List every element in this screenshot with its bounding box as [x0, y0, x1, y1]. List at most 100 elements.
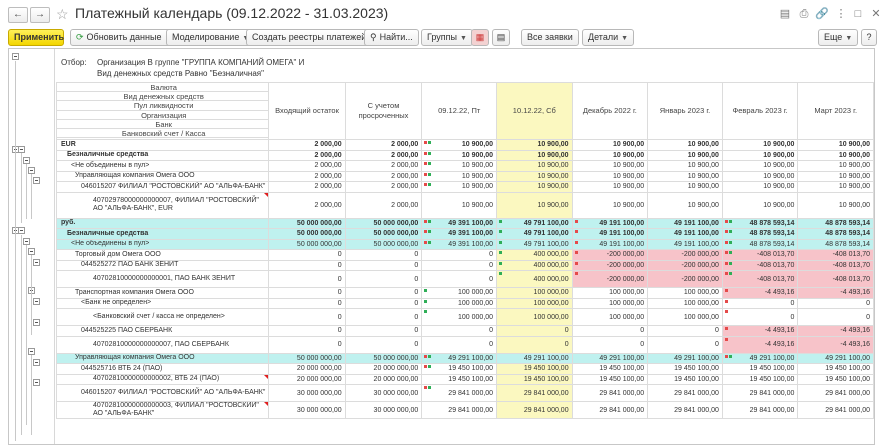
table-cell[interactable]: 0	[344, 270, 423, 288]
table-cell[interactable]: 50 000 000,00	[268, 238, 346, 250]
table-cell[interactable]: 10 900,00	[421, 139, 498, 151]
table-row[interactable]: 40702810000000000001, ПАО БАНК ЗЕНИТ 0 0 0 4…	[55, 270, 874, 288]
row-label[interactable]: 40702810000000000001, ПАО БАНК ЗЕНИТ	[55, 270, 270, 288]
table-row[interactable]: <Не объединены в пул> 50 000 000,00 50 000…	[55, 238, 874, 250]
table-cell[interactable]: 29 841 000,00	[721, 384, 799, 402]
table-cell[interactable]: 10 900,00	[421, 149, 498, 161]
table-cell[interactable]: 10 900,00	[421, 191, 498, 219]
table-row[interactable]: 044525225 ПАО СБЕРБАНК 0 0 0 0 0 0 -4 493,16 -4 …	[55, 325, 874, 337]
row-label[interactable]: <Банковский счет / касса не определен>	[55, 308, 270, 326]
table-cell[interactable]: 2 000,00	[344, 191, 423, 219]
table-cell[interactable]: 0	[421, 259, 498, 271]
save-icon[interactable]: ▤	[779, 8, 791, 20]
row-label[interactable]: Управляющая компания Омега ООО	[55, 170, 270, 182]
table-cell[interactable]: 19 450 100,00	[797, 363, 874, 375]
table-cell[interactable]: 29 841 000,00	[647, 384, 723, 402]
table-cell[interactable]: 50 000 000,00	[344, 352, 423, 364]
table-cell[interactable]: 10 900,00	[571, 191, 649, 219]
table-cell[interactable]: 50 000 000,00	[268, 228, 346, 240]
table-row[interactable]: 40702810000000000002, ВТБ 24 (ПАО) 20 000…	[55, 373, 874, 385]
row-label[interactable]: 046015207 ФИЛИАЛ "РОСТОВСКИЙ" АО "АЛЬФА-…	[55, 384, 270, 402]
table-cell[interactable]: 0	[496, 335, 573, 354]
table-cell[interactable]: 10 900,00	[647, 139, 723, 151]
row-label[interactable]: <Банк не определен>	[55, 297, 270, 309]
table-cell[interactable]: -200 000,00	[571, 249, 649, 261]
table-cell[interactable]: 400 000,00	[496, 259, 573, 271]
collapse-toggle[interactable]	[33, 259, 40, 266]
table-cell[interactable]: 0	[268, 259, 346, 271]
table-cell[interactable]: 100 000,00	[647, 287, 723, 299]
table-cell[interactable]: -200 000,00	[647, 270, 723, 288]
table-cell[interactable]: -408 013,70	[797, 270, 874, 288]
table-row[interactable]: руб. 50 000 000,00 50 000 000,00 49 391 100…	[55, 217, 874, 229]
table-cell[interactable]: 2 000,00	[268, 149, 346, 161]
table-row[interactable]: 40702810000000000003, ФИЛИАЛ "РОСТОВСКИЙ…	[55, 401, 874, 419]
table-cell[interactable]: 2 000,00	[268, 160, 346, 172]
table-row[interactable]: Управляющая компания Омега ООО 2 000,00 2 …	[55, 170, 874, 182]
table-cell[interactable]: -4 493,16	[721, 287, 799, 299]
refresh-button[interactable]: ⟳Обновить данные▼	[70, 29, 178, 46]
row-label[interactable]: 044525716 ВТБ 24 (ПАО)	[55, 363, 270, 375]
table-cell[interactable]: 10 900,00	[496, 181, 573, 193]
table-cell[interactable]: 49 191 100,00	[647, 238, 723, 250]
table-cell[interactable]: 20 000 000,00	[268, 363, 346, 375]
table-cell[interactable]: 50 000 000,00	[268, 217, 346, 229]
table-cell[interactable]: 0	[344, 308, 423, 326]
table-cell[interactable]: -200 000,00	[571, 259, 649, 271]
table-cell[interactable]: -408 013,70	[721, 249, 799, 261]
table-cell[interactable]: 19 450 100,00	[421, 373, 498, 385]
table-cell[interactable]: 2 000,00	[268, 170, 346, 182]
table-cell[interactable]: 19 450 100,00	[571, 363, 649, 375]
table-cell[interactable]: 0	[268, 335, 346, 354]
row-label[interactable]: EUR	[55, 139, 270, 151]
table-cell[interactable]: 30 000 000,00	[344, 384, 423, 402]
table-cell[interactable]: 19 450 100,00	[721, 363, 799, 375]
table-cell[interactable]: 400 000,00	[496, 249, 573, 261]
table-cell[interactable]: 49 291 100,00	[496, 352, 573, 364]
table-cell[interactable]: 10 900,00	[496, 170, 573, 182]
table-cell[interactable]: 10 900,00	[721, 170, 799, 182]
table-cell[interactable]: 19 450 100,00	[571, 373, 649, 385]
table-cell[interactable]: 48 878 593,14	[797, 238, 874, 250]
table-cell[interactable]: 10 900,00	[797, 139, 874, 151]
table-row[interactable]: Управляющая компания Омега ООО 50 000 000…	[55, 352, 874, 364]
collapse-toggle[interactable]	[23, 157, 30, 164]
collapse-toggle[interactable]	[33, 379, 40, 386]
table-cell[interactable]: 49 291 100,00	[797, 352, 874, 364]
table-cell[interactable]: 19 450 100,00	[496, 363, 573, 375]
table-cell[interactable]: 29 841 000,00	[421, 384, 498, 402]
row-label[interactable]: 046015207 ФИЛИАЛ "РОСТОВСКИЙ" АО "АЛЬФА-…	[55, 181, 270, 193]
table-cell[interactable]: 48 878 593,14	[721, 217, 799, 229]
table-cell[interactable]: 10 900,00	[421, 181, 498, 193]
table-cell[interactable]: 10 900,00	[797, 191, 874, 219]
table-cell[interactable]: 49 791 100,00	[496, 217, 573, 229]
table-cell[interactable]: 10 900,00	[571, 149, 649, 161]
print-icon[interactable]: ⎙	[799, 8, 809, 20]
table-cell[interactable]: 10 900,00	[421, 160, 498, 172]
table-cell[interactable]: 10 900,00	[647, 191, 723, 219]
more-button[interactable]: Еще ▼	[818, 29, 859, 46]
table-cell[interactable]: 100 000,00	[571, 287, 649, 299]
table-cell[interactable]: 0	[268, 287, 346, 299]
table-cell[interactable]: 49 791 100,00	[496, 228, 573, 240]
table-cell[interactable]: 20 000 000,00	[344, 363, 423, 375]
table-row[interactable]: <Не объединены в пул> 2 000,00 2 000,00 10 …	[55, 160, 874, 172]
row-label[interactable]: 40702810000000000003, ФИЛИАЛ "РОСТОВСКИЙ…	[55, 401, 270, 419]
table-cell[interactable]: 10 900,00	[647, 160, 723, 172]
table-cell[interactable]: 10 900,00	[647, 181, 723, 193]
table-cell[interactable]: -200 000,00	[571, 270, 649, 288]
table-cell[interactable]: 0	[421, 270, 498, 288]
table-cell[interactable]: 2 000,00	[344, 160, 423, 172]
back-button[interactable]: ←	[8, 7, 28, 23]
table-cell[interactable]: 30 000 000,00	[344, 401, 423, 419]
table-cell[interactable]: 0	[344, 287, 423, 299]
row-label[interactable]: <Не объединены в пул>	[55, 238, 270, 250]
table-cell[interactable]: 2 000,00	[344, 139, 423, 151]
col-header[interactable]: Декабрь 2022 г.	[571, 82, 649, 140]
table-cell[interactable]: 10 900,00	[721, 149, 799, 161]
table-cell[interactable]: 49 191 100,00	[647, 228, 723, 240]
table-cell[interactable]: 49 291 100,00	[647, 352, 723, 364]
table-cell[interactable]: 2 000,00	[268, 181, 346, 193]
table-cell[interactable]: 10 900,00	[721, 181, 799, 193]
table-cell[interactable]: -408 013,70	[721, 270, 799, 288]
